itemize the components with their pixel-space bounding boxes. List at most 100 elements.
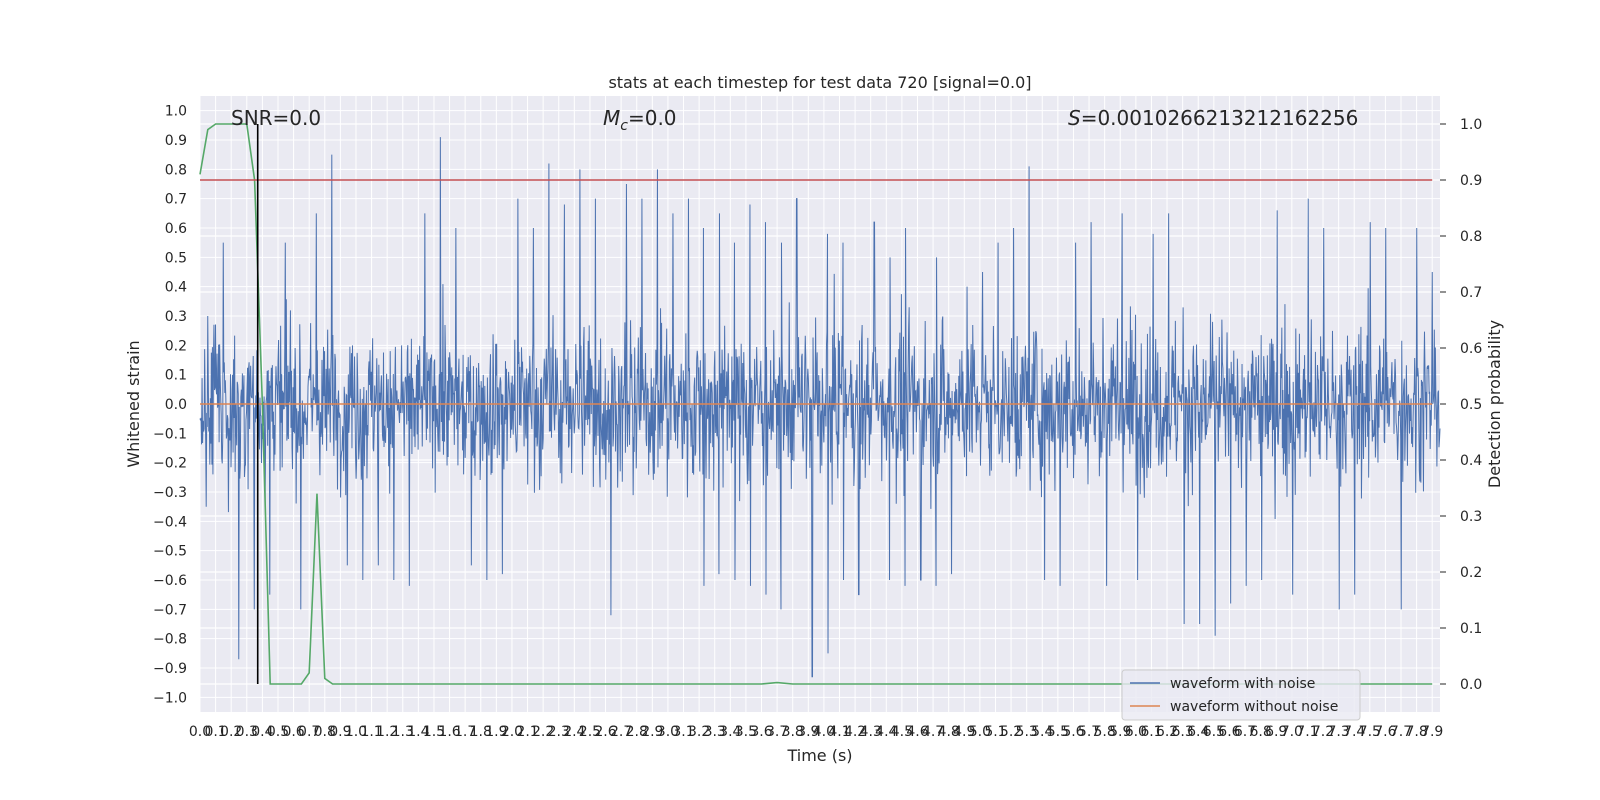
y-tick-labels: 1.0 0.9 0.8 0.7 0.6 0.5 0.4 0.3 0.2 0.1 0.0 −0.1 −0.… <box>153 104 187 707</box>
chart-title: stats at each timestep for test data 720… <box>608 73 1031 92</box>
legend-label-waveform-without-noise: waveform without noise <box>1170 699 1338 715</box>
y-tick-label: 0.2 <box>165 338 187 354</box>
x-tick-label: 3.3 <box>704 724 726 740</box>
y-tick-label: 1.0 <box>165 104 187 120</box>
x-tick-label: 7.7 <box>1390 724 1412 740</box>
x-tick-label: 7.3 <box>1327 724 1349 740</box>
y-tick-label: −0.4 <box>153 514 187 530</box>
x-tick-label: 3.9 <box>797 724 819 740</box>
x-tick-labels: 0.00.10.20.30.40.50.60.70.80.91.01.11.21… <box>189 724 1443 740</box>
x-tick-label: 0.0 <box>189 724 211 740</box>
mc-symbol: M <box>603 106 620 130</box>
x-tick-label: 5.9 <box>1109 724 1131 740</box>
x-tick-label: 3.5 <box>735 724 757 740</box>
x-tick-label: 4.3 <box>860 724 882 740</box>
x-tick-label: 5.5 <box>1047 724 1069 740</box>
mc-subscript: c <box>620 118 628 134</box>
x-tick-label: 1.5 <box>423 724 445 740</box>
x-tick-label: 5.7 <box>1078 724 1100 740</box>
x-tick-label: 4.4 <box>875 724 897 740</box>
y2-tick-label: 0.3 <box>1460 509 1482 525</box>
y-tick-label: −1.0 <box>153 690 187 706</box>
y-tick-label: −0.7 <box>153 602 187 618</box>
x-tick-label: 7.4 <box>1343 724 1365 740</box>
x-tick-label: 1.4 <box>407 724 429 740</box>
y-tick-label: 0.0 <box>165 397 187 413</box>
series-lines <box>199 123 1433 685</box>
x-tick-label: 3.8 <box>782 724 804 740</box>
x-tick-label: 4.9 <box>953 724 975 740</box>
y-tick-label: 0.6 <box>165 221 187 237</box>
x-tick-label: 5.4 <box>1031 724 1053 740</box>
y-tick-label: −0.3 <box>153 485 187 501</box>
y2-axis-label: Detection probability <box>1485 320 1504 488</box>
x-tick-label: 1.7 <box>454 724 476 740</box>
x-tick-label: 2.8 <box>626 724 648 740</box>
y-tick-label: −0.2 <box>153 456 187 472</box>
legend-box <box>1121 669 1361 721</box>
x-tick-label: 4.8 <box>938 724 960 740</box>
x-tick-label: 2.0 <box>501 724 523 740</box>
x-tick-label: 5.2 <box>1000 724 1022 740</box>
s-value: =0.0010266213212162256 <box>1081 106 1359 130</box>
x-tick-label: 7.9 <box>1421 724 1443 740</box>
y-tick-label: −0.8 <box>153 632 187 648</box>
x-tick-label: 3.2 <box>688 724 710 740</box>
x-tick-label: 7.6 <box>1374 724 1396 740</box>
x-tick-label: 4.1 <box>828 724 850 740</box>
legend: waveform with noise waveform without noi… <box>1121 669 1361 721</box>
x-tick-label: 6.7 <box>1234 724 1256 740</box>
y2-tick-label: 0.7 <box>1460 285 1482 301</box>
y2-tick-label: 0.4 <box>1460 453 1482 469</box>
x-tick-label: 1.8 <box>470 724 492 740</box>
x-tick-label: 6.0 <box>1125 724 1147 740</box>
x-tick-label: 1.6 <box>438 724 460 740</box>
x-tick-label: 4.6 <box>906 724 928 740</box>
y2-tick-label: 0.5 <box>1460 397 1482 413</box>
y-axis-label: Whitened strain <box>124 340 143 467</box>
x-tick-label: 0.6 <box>282 724 304 740</box>
y-tick-label: 0.5 <box>165 250 187 266</box>
x-tick-label: 6.3 <box>1172 724 1194 740</box>
x-tick-label: 4.5 <box>891 724 913 740</box>
y2-tick-labels: 1.0 0.9 0.8 0.7 0.6 0.5 0.4 0.3 0.2 0.1 0.0 <box>1440 117 1482 693</box>
x-tick-label: 2.3 <box>548 724 570 740</box>
y-tick-label: 0.3 <box>165 309 187 325</box>
x-tick-label: 0.7 <box>298 724 320 740</box>
y2-tick-label: 0.0 <box>1460 677 1482 693</box>
x-tick-label: 6.9 <box>1265 724 1287 740</box>
y2-tick-label: 0.1 <box>1460 621 1482 637</box>
x-tick-label: 3.4 <box>719 724 741 740</box>
x-tick-label: 6.5 <box>1203 724 1225 740</box>
x-tick-label: 2.9 <box>641 724 663 740</box>
y2-tick-label: 0.9 <box>1460 173 1482 189</box>
y-tick-label: −0.6 <box>153 573 187 589</box>
x-tick-label: 0.2 <box>220 724 242 740</box>
y2-tick-label: 0.2 <box>1460 565 1482 581</box>
y-tick-label: 0.4 <box>165 280 187 296</box>
y-tick-label: 0.7 <box>165 192 187 208</box>
y-tick-label: 0.1 <box>165 368 187 384</box>
y-tick-label: 0.8 <box>165 162 187 178</box>
snr-annotation: SNR=0.0 <box>231 106 321 130</box>
x-tick-label: 1.9 <box>485 724 507 740</box>
x-tick-label: 2.5 <box>579 724 601 740</box>
x-tick-label: 3.7 <box>766 724 788 740</box>
x-tick-label: 3.6 <box>750 724 772 740</box>
x-tick-label: 3.1 <box>672 724 694 740</box>
x-tick-label: 4.0 <box>813 724 835 740</box>
x-tick-label: 7.5 <box>1359 724 1381 740</box>
x-tick-label: 2.6 <box>594 724 616 740</box>
x-tick-label: 1.1 <box>360 724 382 740</box>
x-tick-label: 2.2 <box>532 724 554 740</box>
x-tick-label: 7.1 <box>1296 724 1318 740</box>
s-symbol: S <box>1068 106 1081 130</box>
y-tick-label: −0.5 <box>153 544 187 560</box>
x-tick-label: 6.1 <box>1140 724 1162 740</box>
x-tick-label: 5.0 <box>969 724 991 740</box>
y-tick-label: 0.9 <box>165 133 187 149</box>
x-tick-label: 1.0 <box>345 724 367 740</box>
x-tick-label: 2.7 <box>610 724 632 740</box>
x-tick-label: 5.3 <box>1016 724 1038 740</box>
